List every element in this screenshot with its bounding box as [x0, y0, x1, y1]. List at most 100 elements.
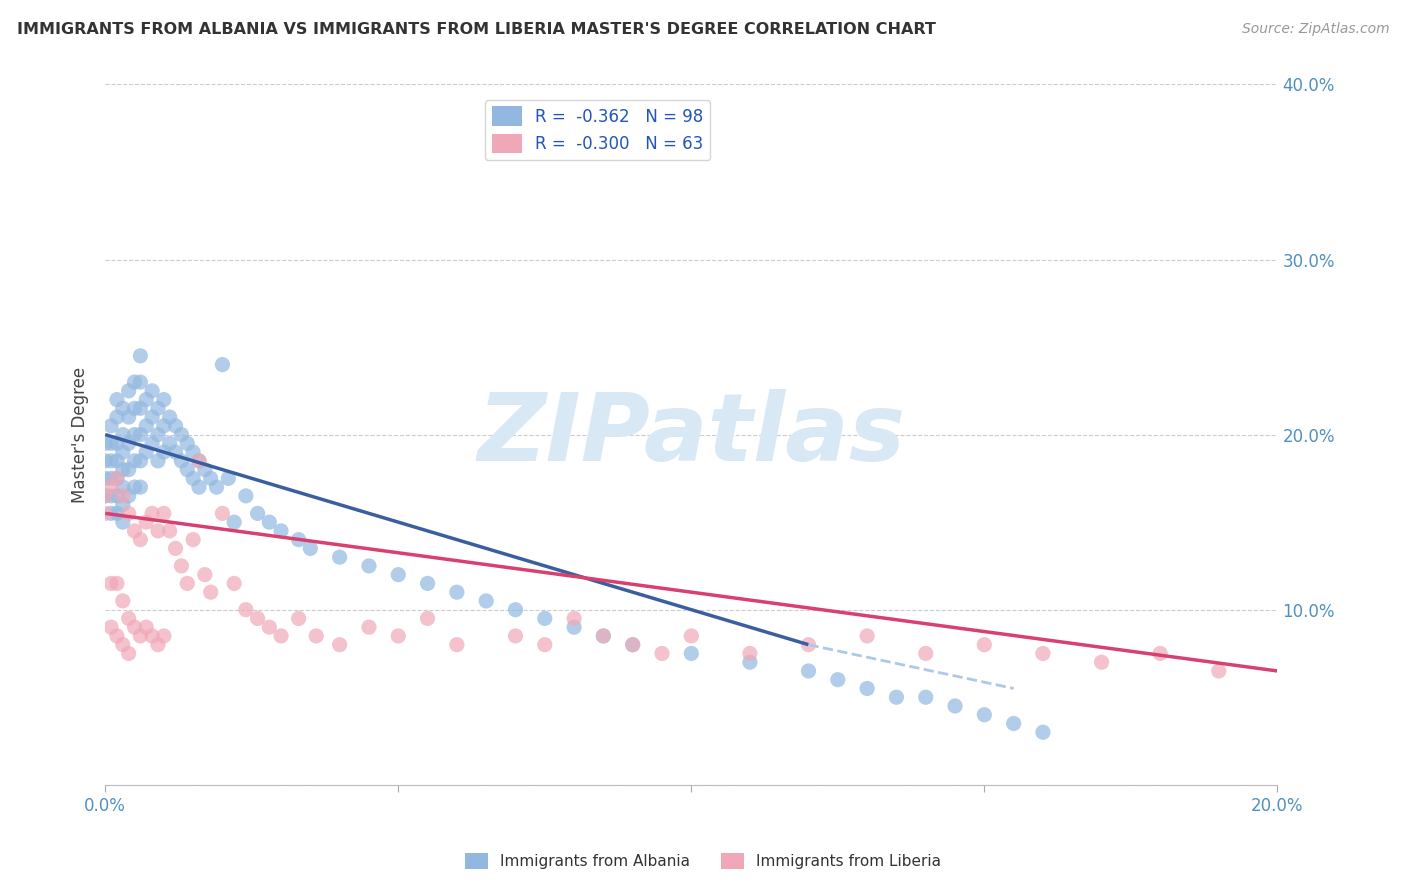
Point [94, 436, 117, 450]
Point [176, 436, 198, 450]
Point [118, 507, 141, 521]
Point [105, 507, 128, 521]
Point [621, 638, 644, 652]
Point [738, 647, 761, 661]
Point [153, 418, 176, 433]
Point [124, 401, 146, 416]
Point [141, 507, 163, 521]
Point [562, 620, 585, 634]
Point [181, 533, 204, 547]
Point [111, 594, 134, 608]
Point [105, 489, 128, 503]
Point [135, 418, 157, 433]
Point [118, 647, 141, 661]
Point [1090, 655, 1112, 669]
Point [105, 576, 128, 591]
Point [124, 524, 146, 538]
Point [146, 454, 169, 468]
Point [100, 620, 122, 634]
Point [124, 427, 146, 442]
Point [105, 454, 128, 468]
Point [886, 690, 908, 705]
Point [357, 620, 380, 634]
Point [105, 392, 128, 407]
Point [100, 471, 122, 485]
Point [153, 445, 176, 459]
Point [141, 629, 163, 643]
Point [141, 384, 163, 398]
Point [129, 629, 152, 643]
Point [235, 602, 257, 616]
Point [129, 533, 152, 547]
Point [592, 629, 614, 643]
Point [200, 585, 222, 599]
Point [118, 384, 141, 398]
Point [416, 611, 439, 625]
Point [105, 410, 128, 425]
Point [118, 410, 141, 425]
Point [100, 489, 122, 503]
Point [100, 418, 122, 433]
Point [856, 681, 879, 696]
Point [159, 524, 181, 538]
Point [100, 480, 122, 494]
Point [914, 647, 936, 661]
Point [170, 427, 193, 442]
Point [94, 489, 117, 503]
Legend: R =  -0.362   N = 98, R =  -0.300   N = 63: R = -0.362 N = 98, R = -0.300 N = 63 [485, 100, 710, 160]
Point [181, 471, 204, 485]
Point [856, 629, 879, 643]
Point [146, 524, 169, 538]
Point [118, 462, 141, 476]
Point [118, 436, 141, 450]
Point [505, 629, 527, 643]
Point [211, 507, 233, 521]
Point [287, 611, 309, 625]
Point [259, 620, 281, 634]
Point [105, 629, 128, 643]
Point [135, 392, 157, 407]
Point [124, 480, 146, 494]
Point [246, 611, 269, 625]
Point [797, 664, 820, 678]
Point [681, 629, 703, 643]
Point [475, 594, 498, 608]
Point [270, 629, 292, 643]
Point [146, 401, 169, 416]
Point [141, 410, 163, 425]
Point [973, 707, 995, 722]
Point [387, 629, 409, 643]
Point [259, 515, 281, 529]
Point [129, 401, 152, 416]
Point [224, 515, 246, 529]
Point [651, 647, 673, 661]
Point [287, 533, 309, 547]
Point [129, 480, 152, 494]
Point [111, 445, 134, 459]
Text: ZIPatlas: ZIPatlas [477, 389, 905, 481]
Point [943, 698, 966, 713]
Point [111, 489, 134, 503]
Point [446, 638, 468, 652]
Point [387, 567, 409, 582]
Point [562, 611, 585, 625]
Point [270, 524, 292, 538]
Point [111, 515, 134, 529]
Point [129, 349, 152, 363]
Y-axis label: Master's Degree: Master's Degree [72, 367, 89, 503]
Point [159, 410, 181, 425]
Point [194, 567, 217, 582]
Point [94, 454, 117, 468]
Point [111, 427, 134, 442]
Point [159, 436, 181, 450]
Point [111, 462, 134, 476]
Point [329, 638, 352, 652]
Point [111, 401, 134, 416]
Point [129, 375, 152, 389]
Point [124, 620, 146, 634]
Point [111, 498, 134, 512]
Point [211, 358, 233, 372]
Point [146, 427, 169, 442]
Point [170, 454, 193, 468]
Point [914, 690, 936, 705]
